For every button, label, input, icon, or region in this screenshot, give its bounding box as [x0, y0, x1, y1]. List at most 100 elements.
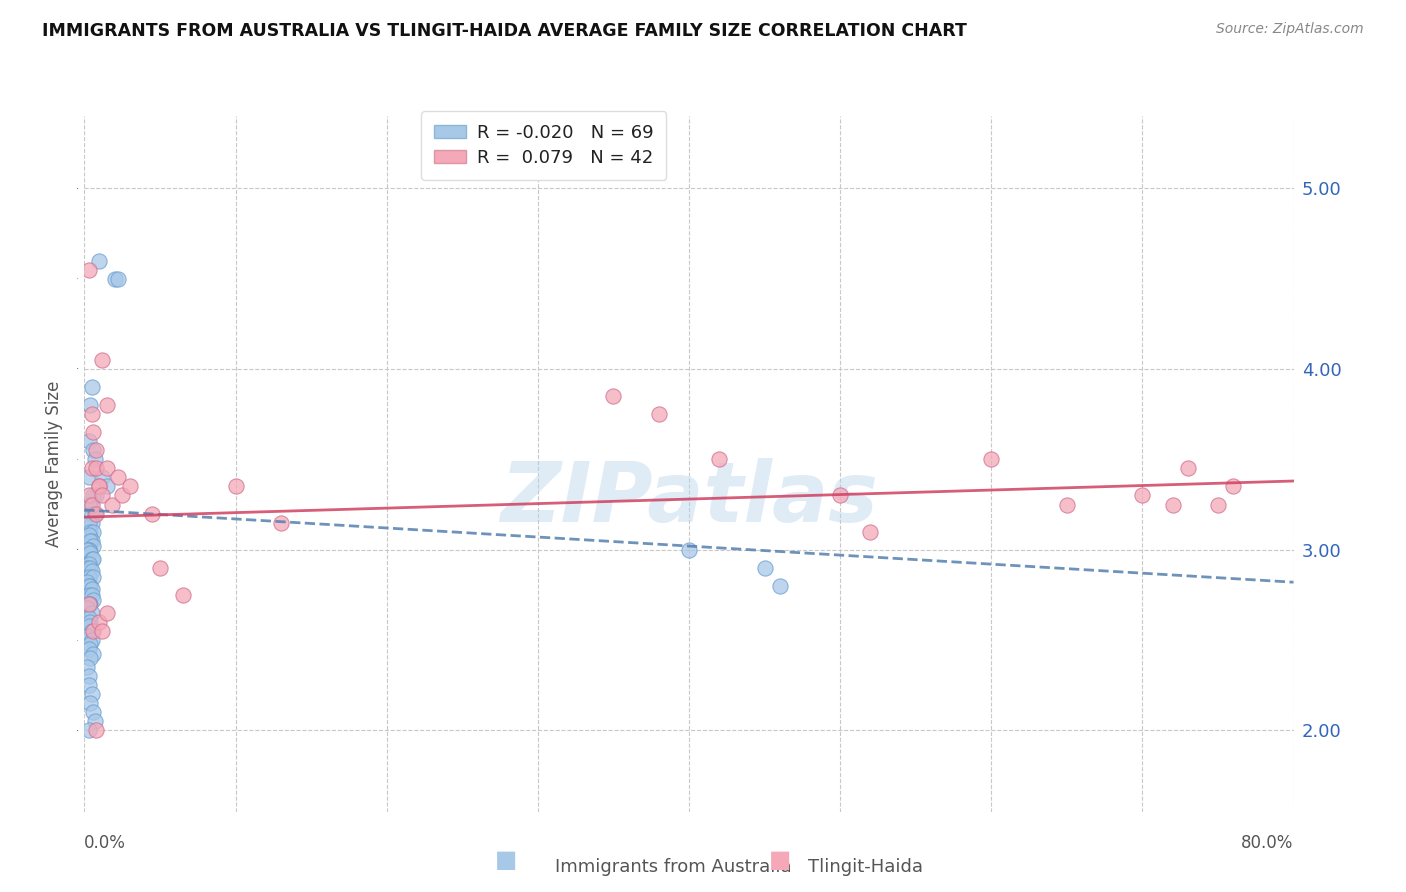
Point: [77, 557, 100, 571]
Point: [80, 606, 103, 620]
Legend: R = -0.020   N = 69, R =  0.079   N = 42: R = -0.020 N = 69, R = 0.079 N = 42: [422, 112, 666, 179]
Point: [80, 588, 103, 602]
Point: [79, 651, 101, 665]
Text: 0.0%: 0.0%: [84, 834, 127, 852]
Point: [82, 551, 104, 566]
Point: [91, 353, 114, 368]
Point: [77, 498, 100, 512]
Point: [77, 642, 100, 657]
Point: [82, 524, 104, 539]
Point: [91, 470, 114, 484]
Point: [80, 380, 103, 394]
Point: [77, 262, 100, 277]
Point: [80, 507, 103, 521]
Point: [89, 253, 111, 268]
Point: [104, 271, 127, 285]
Point: [149, 560, 172, 574]
Point: [77, 669, 100, 683]
Point: [80, 516, 103, 530]
Point: [82, 648, 104, 662]
Point: [84, 714, 107, 729]
Point: [100, 498, 122, 512]
Point: [82, 593, 104, 607]
Point: [82, 443, 104, 458]
Point: [859, 524, 882, 539]
Point: [77, 528, 100, 542]
Point: [80, 551, 103, 566]
Point: [77, 579, 100, 593]
Point: [79, 637, 101, 651]
Point: [77, 542, 100, 557]
Y-axis label: Average Family Size: Average Family Size: [45, 381, 63, 547]
Point: [82, 706, 104, 720]
Point: [602, 389, 624, 403]
Point: [82, 488, 104, 502]
Point: [77, 678, 100, 692]
Text: IMMIGRANTS FROM AUSTRALIA VS TLINGIT-HAIDA AVERAGE FAMILY SIZE CORRELATION CHART: IMMIGRANTS FROM AUSTRALIA VS TLINGIT-HAI…: [42, 22, 967, 40]
Point: [77, 488, 100, 502]
Point: [80, 498, 103, 512]
Point: [91, 488, 114, 502]
Point: [82, 425, 104, 440]
Point: [980, 452, 1002, 467]
Point: [76, 600, 98, 615]
Point: [79, 398, 101, 412]
Point: [107, 271, 129, 285]
Text: ■: ■: [769, 848, 792, 872]
Point: [769, 579, 792, 593]
Point: [1056, 498, 1078, 512]
Point: [86, 723, 108, 738]
Point: [1222, 479, 1244, 493]
Point: [91, 624, 114, 638]
Point: [79, 696, 101, 710]
Point: [111, 488, 134, 502]
Point: [82, 624, 104, 638]
Point: [77, 516, 100, 530]
Point: [648, 407, 671, 421]
Point: [79, 498, 101, 512]
Point: [96, 398, 118, 412]
Point: [76, 542, 98, 557]
Point: [86, 461, 108, 475]
Point: [118, 479, 141, 493]
Point: [225, 479, 247, 493]
Point: [77, 618, 100, 632]
Point: [80, 533, 103, 548]
Point: [709, 452, 731, 467]
Point: [77, 597, 100, 611]
Point: [79, 560, 101, 574]
Text: Source: ZipAtlas.com: Source: ZipAtlas.com: [1216, 22, 1364, 37]
Point: [82, 539, 104, 553]
Point: [77, 723, 100, 738]
Point: [77, 611, 100, 625]
Point: [84, 452, 107, 467]
Point: [1161, 498, 1184, 512]
Text: Tlingit-Haida: Tlingit-Haida: [808, 858, 924, 876]
Point: [77, 597, 100, 611]
Point: [86, 507, 108, 521]
Point: [76, 575, 98, 590]
Point: [89, 615, 111, 629]
Point: [77, 470, 100, 484]
Text: 80.0%: 80.0%: [1241, 834, 1294, 852]
Point: [89, 479, 111, 493]
Point: [80, 582, 103, 597]
Point: [1177, 461, 1199, 475]
Point: [172, 588, 194, 602]
Point: [76, 629, 98, 643]
Point: [1130, 488, 1153, 502]
Point: [77, 542, 100, 557]
Point: [96, 479, 118, 493]
Point: [86, 443, 108, 458]
Point: [76, 560, 98, 574]
Point: [79, 579, 101, 593]
Text: ZIPatlas: ZIPatlas: [501, 458, 877, 539]
Point: [79, 615, 101, 629]
Text: ■: ■: [495, 848, 517, 872]
Point: [107, 470, 129, 484]
Point: [77, 588, 100, 602]
Point: [80, 633, 103, 648]
Point: [79, 546, 101, 560]
Point: [77, 570, 100, 584]
Point: [270, 516, 292, 530]
